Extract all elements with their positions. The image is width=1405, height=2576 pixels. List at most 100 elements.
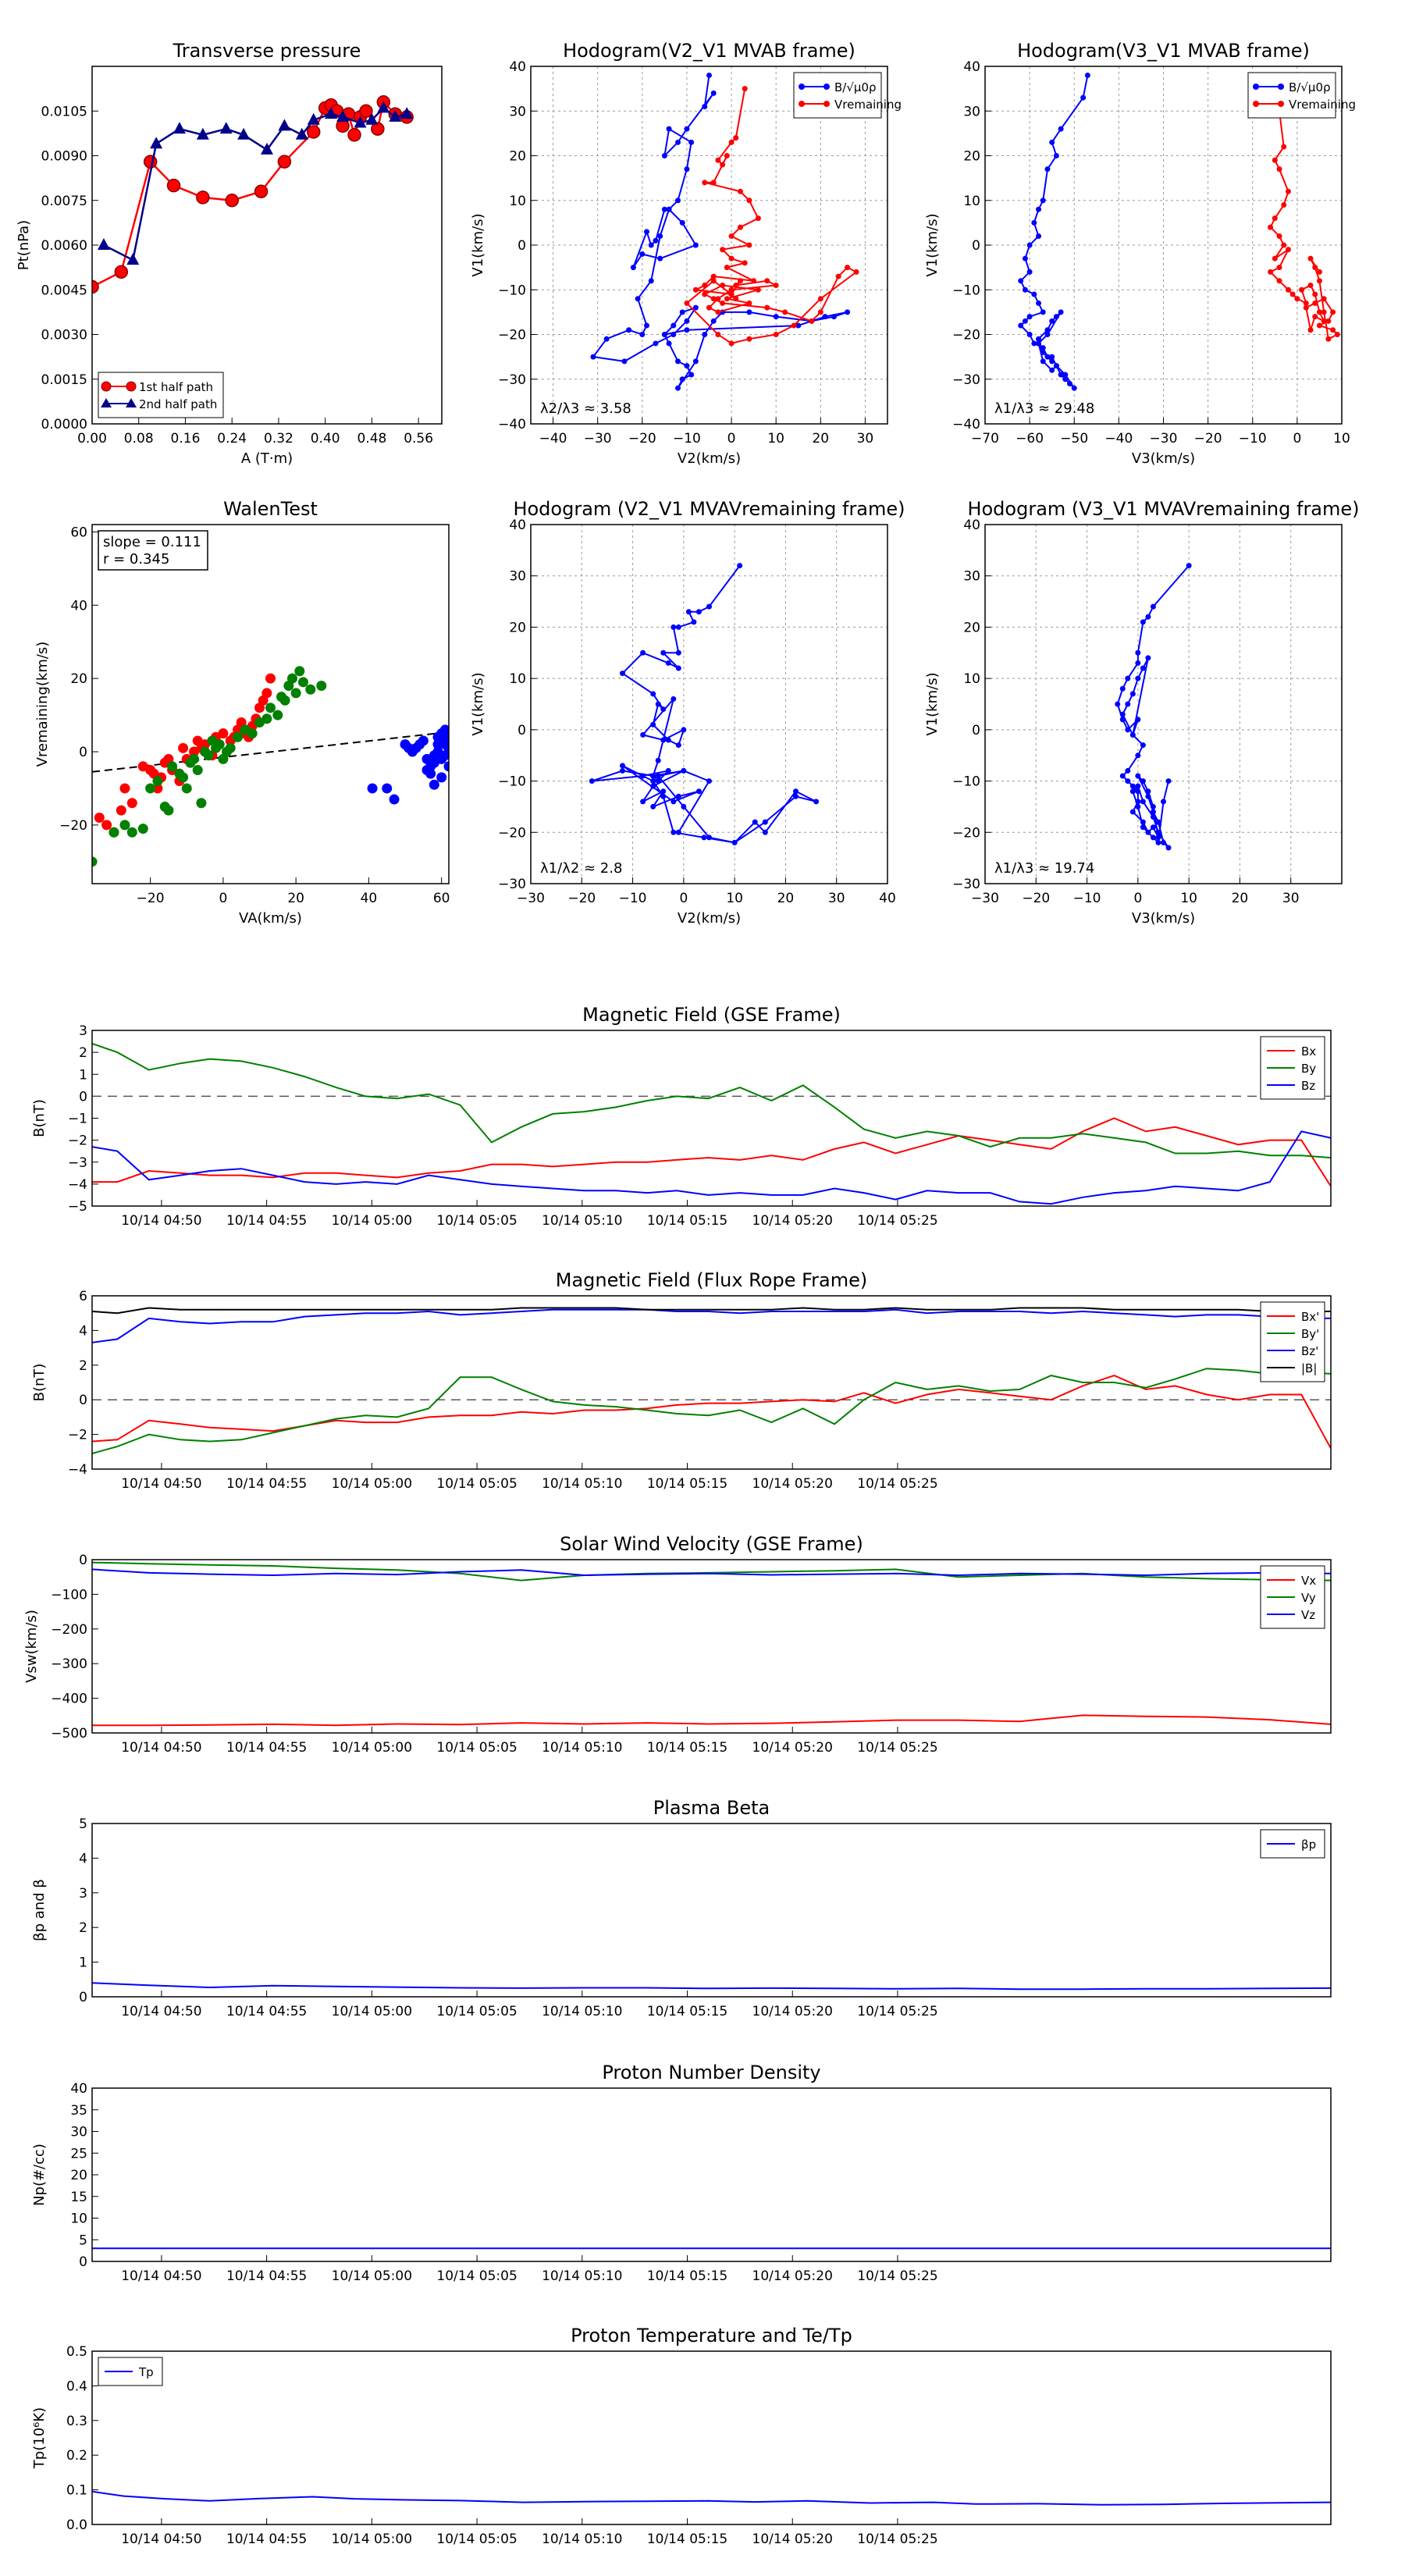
data-point-hodo3-0	[813, 799, 820, 805]
data-point-hodo1-0	[831, 314, 837, 320]
y-tick-label: 0.0090	[41, 149, 87, 165]
series-line-hodo1-1	[685, 88, 858, 344]
data-point-hodo2-1	[1272, 215, 1278, 222]
legend-label: Bx	[1301, 1044, 1316, 1059]
data-point-hodo2-0	[1053, 363, 1059, 369]
data-point-hodo2-0	[1026, 332, 1033, 337]
y-tick-label: 0.0105	[41, 104, 87, 119]
x-tick-label: −70	[971, 431, 999, 447]
x-tick-label: 10/14 05:10	[542, 1213, 622, 1229]
data-point-hodo3-0	[665, 767, 671, 774]
data-point-hodo1-0	[675, 358, 681, 365]
y-tick-label: −20	[498, 328, 526, 343]
data-point-hodo3-0	[675, 665, 681, 671]
data-point-hodo3-0	[655, 778, 661, 785]
data-point	[196, 127, 209, 140]
legend-label: B/√μ0ρ	[1289, 80, 1331, 94]
y-tick-label: 2	[79, 1358, 87, 1374]
data-point-hodo1-1	[746, 197, 752, 204]
data-point-hodo1-1	[724, 296, 730, 302]
data-point-hodo1-0	[692, 358, 699, 365]
data-point-walen-green	[272, 710, 283, 720]
data-point-hodo3-0	[660, 793, 667, 799]
x-tick-label: 10/14 05:05	[436, 1213, 517, 1229]
y-tick-label: 0	[972, 723, 980, 738]
chart-beta: Plasma Beta 0 1 2 3 4 5 10/14 04:50 10/14 04:55 1…	[31, 1797, 1332, 2019]
data-point-hodo1-1	[746, 336, 752, 342]
y-axis-label: V1(km/s)	[470, 213, 486, 276]
data-point-hodo3-0	[620, 763, 626, 769]
y-tick-label: 40	[963, 59, 980, 75]
data-point-walen-green	[126, 827, 137, 838]
data-point-hodo2-1	[1281, 242, 1287, 248]
data-point-hodo4-0	[1145, 829, 1151, 835]
y-tick-label: −10	[952, 774, 980, 790]
x-tick-label: −10	[1239, 431, 1267, 447]
y-tick-label: 0.0075	[41, 194, 87, 209]
x-tick-label: 10/14 05:05	[436, 2004, 517, 2019]
data-point-hodo1-1	[773, 283, 779, 289]
plot-area	[92, 95, 414, 294]
data-point	[114, 265, 129, 279]
data-point-hodo3-0	[762, 829, 768, 835]
series-line-bgse-0	[92, 1117, 1331, 1187]
legend-marker	[799, 101, 805, 107]
y-tick-label: −4	[68, 1177, 87, 1193]
data-point-hodo3-0	[706, 834, 712, 841]
data-point-hodo3-0	[640, 773, 646, 779]
data-point-hodo3-0	[650, 803, 656, 809]
data-point-hodo2-1	[1312, 300, 1318, 306]
y-tick-label: 30	[70, 2125, 87, 2140]
data-point-hodo1-1	[817, 309, 823, 315]
x-tick-label: −40	[1104, 431, 1133, 447]
data-point-hodo1-1	[782, 309, 788, 315]
legend: Vx Vy Vz	[1260, 1565, 1325, 1629]
data-point-hodo1-1	[755, 215, 761, 222]
data-point-hodo2-1	[1312, 291, 1318, 297]
y-tick-label: 3	[79, 1886, 87, 1902]
y-tick-label: 0.0045	[41, 283, 87, 298]
y-tick-label: −200	[51, 1622, 87, 1638]
data-point	[325, 107, 338, 119]
data-point-hodo3-0	[695, 788, 702, 795]
data-point-hodo2-0	[1080, 94, 1087, 101]
data-point-hodo4-0	[1150, 814, 1156, 820]
x-tick-label: 10/14 05:10	[542, 2004, 622, 2019]
x-tick-label: 10/14 05:20	[752, 1476, 833, 1492]
y-tick-label: 10	[963, 194, 980, 209]
data-point-hodo2-0	[1031, 340, 1037, 347]
legend-marker	[823, 101, 830, 107]
data-point-hodo3-0	[650, 778, 656, 785]
data-point-hodo2-1	[1321, 318, 1327, 324]
y-tick-label: 35	[70, 2103, 87, 2119]
x-tick-label: 10/14 04:55	[226, 1740, 307, 1756]
x-tick-label: 10/14 05:10	[542, 2532, 622, 2547]
data-point-hodo4-0	[1135, 675, 1141, 681]
y-tick-label: 10	[509, 671, 526, 687]
legend-label: Vz	[1301, 1608, 1315, 1622]
data-point-hodo3-0	[670, 624, 677, 630]
chart-hodo2: Hodogram(V3_V1 MVAB frame) −40 −30 −20 −10 0 1…	[924, 40, 1356, 467]
data-point-walen-green	[196, 798, 207, 809]
data-point-hodo3-0	[792, 793, 799, 799]
x-tick-label: 10/14 04:50	[121, 2004, 201, 2019]
data-point-walen-green	[163, 805, 174, 816]
series-line-beta-0	[92, 1982, 1331, 1991]
axes-frame	[91, 1295, 1332, 1470]
data-point	[97, 238, 110, 250]
legend-label: 1st half path	[139, 380, 213, 394]
data-point-hodo2-1	[1268, 224, 1274, 230]
y-tick-label: 2	[79, 1045, 87, 1061]
data-point-hodo3-0	[731, 839, 738, 845]
data-point-hodo3-0	[706, 603, 712, 610]
series-line-bfr-1	[92, 1368, 1331, 1454]
x-axis-label: V3(km/s)	[1132, 910, 1195, 927]
data-point-walen-green	[279, 695, 290, 706]
x-tick-label: 10/14 04:50	[121, 2532, 201, 2547]
x-tick-label: 10/14 05:25	[857, 1476, 937, 1492]
x-tick-label: −30	[1150, 431, 1178, 447]
data-point-hodo2-1	[1268, 269, 1274, 275]
data-point	[306, 125, 321, 139]
y-tick-label: −10	[952, 283, 980, 298]
series-line-hodo2-0	[1019, 75, 1089, 389]
